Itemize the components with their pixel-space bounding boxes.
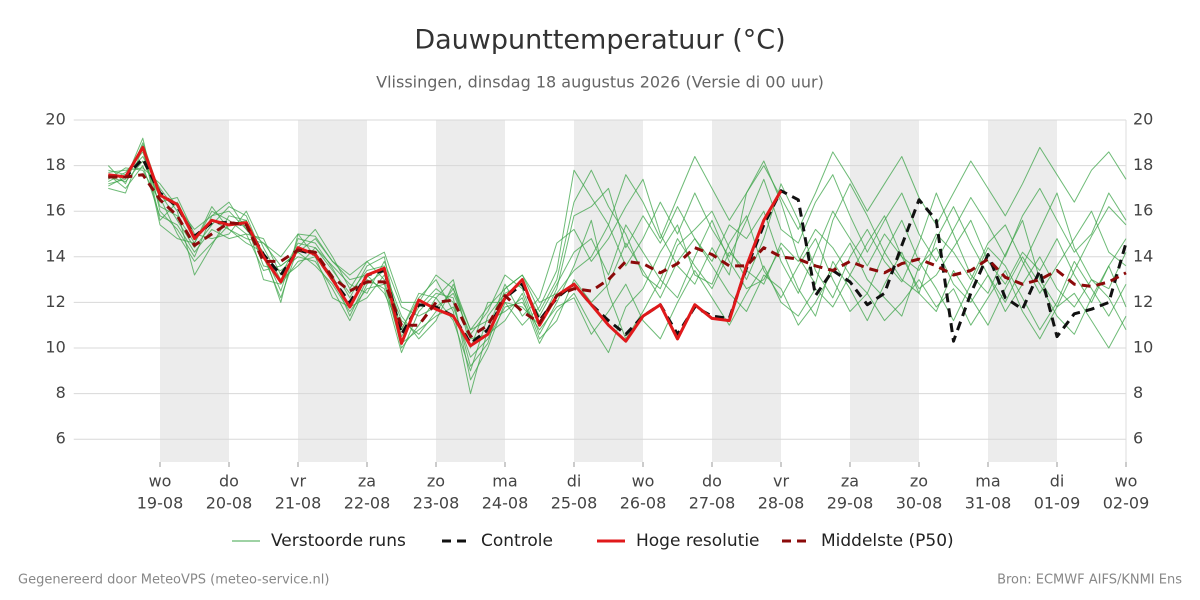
x-tick-label: do xyxy=(702,472,722,491)
x-tick-label: vr xyxy=(290,472,306,491)
x-tick-date: 28-08 xyxy=(758,494,805,513)
day-band xyxy=(712,120,781,462)
y-tick-label: 18 xyxy=(45,155,65,174)
x-tick-label: vr xyxy=(773,472,789,491)
series-line xyxy=(108,157,1128,345)
x-tick-date: 31-08 xyxy=(965,494,1012,513)
y2-tick-label: 14 xyxy=(1133,246,1153,265)
x-tick-label: do xyxy=(219,472,239,491)
footer-left: Gegenereerd door MeteoVPS (meteo-service… xyxy=(18,573,329,588)
x-tick-date: 21-08 xyxy=(275,494,322,513)
legend-label: Hoge resolutie xyxy=(636,531,760,551)
legend-label: Controle xyxy=(481,531,553,551)
ensemble-line xyxy=(108,151,1127,372)
x-tick-date: 24-08 xyxy=(482,494,529,513)
x-tick-label: za xyxy=(358,472,376,491)
chart-subtitle: Vlissingen, dinsdag 18 augustus 2026 (Ve… xyxy=(376,73,824,92)
series-line xyxy=(108,173,1127,339)
y-tick-label: 12 xyxy=(45,292,65,311)
y-tick-label: 8 xyxy=(56,383,66,402)
ensemble-line xyxy=(107,142,1127,349)
x-tick-label: zo xyxy=(910,472,928,491)
x-tick-label: wo xyxy=(149,472,172,491)
ensemble-line xyxy=(108,146,1127,395)
x-tick-label: wo xyxy=(1115,472,1138,491)
day-band xyxy=(436,120,505,462)
x-tick-date: 26-08 xyxy=(620,494,667,513)
x-tick-date: 20-08 xyxy=(206,494,253,513)
ensemble-line xyxy=(107,165,1127,358)
x-tick-label: ma xyxy=(975,472,1000,491)
y-tick-label: 10 xyxy=(45,338,65,357)
x-tick-date: 29-08 xyxy=(827,494,874,513)
y2-tick-label: 20 xyxy=(1133,110,1153,129)
y-tick-label: 20 xyxy=(45,110,65,129)
y2-tick-label: 12 xyxy=(1133,292,1153,311)
x-tick-date: 01-09 xyxy=(1034,494,1081,513)
y-tick-label: 16 xyxy=(45,201,65,220)
legend-label: Verstoorde runs xyxy=(271,531,406,551)
x-tick-date: 02-09 xyxy=(1103,494,1150,513)
x-tick-label: di xyxy=(567,472,582,491)
chart-title: Dauwpunttemperatuur (°C) xyxy=(414,25,785,56)
ensemble-line xyxy=(108,144,1127,381)
x-tick-label: di xyxy=(1050,472,1065,491)
y2-tick-label: 6 xyxy=(1133,429,1143,448)
x-tick-label: wo xyxy=(632,472,655,491)
x-tick-date: 27-08 xyxy=(689,494,736,513)
x-tick-label: zo xyxy=(427,472,445,491)
day-band xyxy=(850,120,919,462)
y2-tick-label: 8 xyxy=(1133,383,1143,402)
ensemble-line xyxy=(108,146,1127,331)
y-tick-label: 14 xyxy=(45,246,65,265)
x-tick-date: 22-08 xyxy=(344,494,391,513)
x-tick-date: 30-08 xyxy=(896,494,943,513)
day-band xyxy=(298,120,367,462)
x-tick-label: za xyxy=(841,472,859,491)
series-line xyxy=(108,145,783,348)
ensemble-line xyxy=(108,137,1127,367)
x-tick-date: 23-08 xyxy=(413,494,460,513)
x-tick-date: 25-08 xyxy=(551,494,598,513)
footer-right: Bron: ECMWF AIFS/KNMI Ens xyxy=(997,573,1182,588)
day-band xyxy=(160,120,229,462)
y2-tick-label: 16 xyxy=(1133,201,1153,220)
x-tick-label: ma xyxy=(492,472,517,491)
x-tick-date: 19-08 xyxy=(137,494,184,513)
y-tick-label: 6 xyxy=(56,429,66,448)
y2-tick-label: 10 xyxy=(1133,338,1153,357)
legend-label: Middelste (P50) xyxy=(821,531,954,551)
ensemble-line xyxy=(108,160,1127,340)
y2-tick-label: 18 xyxy=(1133,155,1153,174)
